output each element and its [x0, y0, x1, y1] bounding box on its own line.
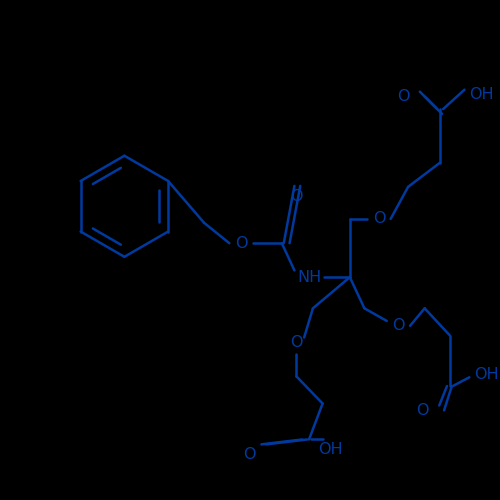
- Text: O: O: [244, 446, 256, 462]
- Text: O: O: [290, 335, 302, 350]
- Text: O: O: [234, 236, 247, 250]
- Text: O: O: [397, 89, 409, 104]
- Text: O: O: [372, 212, 385, 226]
- Text: O: O: [290, 189, 302, 204]
- Text: O: O: [392, 318, 404, 334]
- Text: O: O: [416, 403, 429, 418]
- Text: OH: OH: [318, 442, 342, 456]
- Text: OH: OH: [474, 367, 499, 382]
- Text: OH: OH: [470, 87, 494, 102]
- Text: NH: NH: [297, 270, 321, 284]
